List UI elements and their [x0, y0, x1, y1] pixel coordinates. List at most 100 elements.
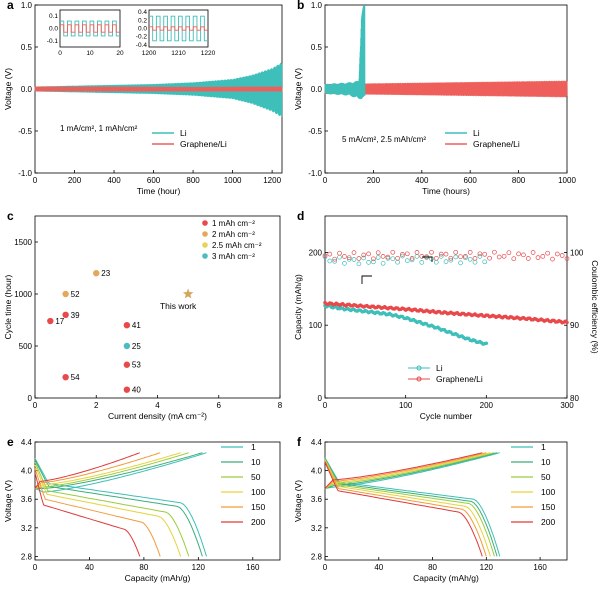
data-point	[380, 260, 386, 266]
data-point	[453, 254, 459, 260]
data-point-label: 40	[132, 386, 141, 395]
x-tick-label: 800	[186, 176, 200, 185]
data-point	[385, 256, 391, 261]
legend-marker	[202, 253, 208, 259]
data-point-label: 53	[132, 361, 141, 370]
data-point-label: 25	[132, 342, 141, 351]
legend-marker	[416, 365, 422, 371]
x-tick-label: 1000	[558, 176, 576, 185]
y-tick-label: 3.6	[21, 495, 33, 504]
y-axis-label: Voltage (V)	[293, 480, 303, 522]
arrow-left-axis	[361, 275, 372, 284]
data-point	[380, 254, 386, 259]
inset-series-line	[149, 26, 208, 31]
inset-y-tick-label: -0.2	[136, 34, 148, 41]
discharge-curve	[324, 460, 487, 557]
y-tick-label: -0.5	[18, 127, 32, 136]
data-point	[366, 260, 371, 265]
y-tick-label: 4.0	[21, 467, 33, 476]
data-point	[322, 253, 328, 258]
data-point	[351, 257, 357, 262]
legend-label: 100	[251, 487, 265, 497]
y-tick-label: 1.0	[21, 1, 33, 10]
data-point	[327, 258, 333, 264]
data-point	[419, 260, 425, 265]
data-point	[545, 250, 550, 256]
y-tick-label: 500	[19, 342, 33, 351]
inset-y-tick-label: 0.4	[138, 9, 147, 16]
x-tick-label: 40	[85, 563, 94, 572]
legend-label: 2.5 mAh cm⁻²	[212, 241, 262, 250]
data-point	[467, 256, 473, 262]
charge-curve	[324, 452, 487, 489]
data-point	[371, 259, 376, 265]
x-tick-label: 800	[512, 176, 526, 185]
y-tick-label: 1.0	[311, 1, 323, 10]
x-tick-label: 80	[139, 563, 148, 572]
y-axis-label: Capacity (mAh/g)	[293, 274, 303, 340]
data-point	[390, 249, 396, 255]
inset: 0 10 20 0.1 0.0 -0.1	[47, 9, 124, 57]
inset-series-line	[60, 24, 120, 33]
panel-letter: b	[297, 0, 304, 12]
y-tick-label: -0.5	[308, 127, 322, 136]
x-tick-label: 8	[278, 401, 283, 410]
data-point	[472, 259, 478, 265]
y-tick-label: 4.4	[21, 438, 33, 447]
data-point	[337, 254, 342, 260]
data-point	[93, 270, 100, 277]
y-axis-label: Cycle time (hour)	[3, 274, 13, 339]
y-tick-label: -1.0	[308, 169, 322, 178]
y-tick-label: 3.2	[311, 524, 323, 533]
y-tick-label: -1.0	[18, 169, 32, 178]
data-point-label: 17	[55, 317, 64, 326]
charge-curve	[35, 452, 203, 489]
x-axis-label: Capacity (mAh/g)	[125, 573, 191, 583]
y-tick-label: 200	[309, 248, 323, 257]
legend-label: Graphene/Li	[436, 374, 483, 384]
x-tick-label: 100	[399, 401, 413, 410]
arrow-right-axis	[422, 256, 433, 262]
legend-marker	[202, 220, 208, 226]
legend-label: 150	[541, 502, 555, 512]
x-tick-label: 600	[464, 176, 478, 185]
data-point	[472, 256, 478, 261]
data-point	[429, 249, 434, 255]
x-axis-label: Cycle number	[420, 411, 473, 421]
data-point	[395, 255, 400, 261]
y-tick-label: 0	[28, 394, 33, 403]
legend-label: 150	[251, 502, 265, 512]
data-point	[123, 322, 131, 329]
data-point	[496, 254, 502, 260]
data-point	[443, 251, 449, 257]
data-point	[419, 254, 425, 259]
inset-x-tick-label: 10	[86, 50, 94, 57]
x-tick-label: 0	[323, 176, 328, 185]
data-point	[385, 254, 391, 260]
data-point	[409, 256, 415, 261]
inset-y-tick-label: 0.1	[49, 13, 58, 20]
data-point	[123, 342, 131, 350]
data-point	[342, 254, 347, 259]
panel-letter: a	[7, 0, 14, 12]
inset-x-tick-label: 1200	[142, 50, 157, 57]
discharge-curve	[324, 457, 501, 557]
panel-e: 0 40 80 120 160 2.8 3.2 3.6 4.0 4.4 Capacity (mAh/…	[3, 435, 281, 583]
y2-tick-label: 100	[570, 248, 584, 257]
series-line	[324, 80, 568, 98]
charge-curve	[34, 452, 161, 489]
legend-label: Graphene/Li	[180, 139, 227, 149]
x-axis-label: Capacity (mAh/g)	[413, 573, 479, 583]
data-point-label: 52	[71, 290, 80, 299]
x-tick-label: 300	[560, 401, 574, 410]
x-tick-label: 2	[94, 401, 99, 410]
inset: 1200 1210 1220 0.40.2 0.0-0.2-0.4	[136, 9, 216, 57]
y-tick-label: 100	[309, 321, 323, 330]
panel-letter: e	[7, 435, 14, 449]
x-tick-label: 6	[217, 401, 222, 410]
data-point	[414, 254, 420, 259]
data-point	[559, 253, 565, 258]
data-point	[361, 255, 367, 261]
charge-curve	[324, 452, 498, 489]
legend-label: 50	[541, 472, 551, 482]
